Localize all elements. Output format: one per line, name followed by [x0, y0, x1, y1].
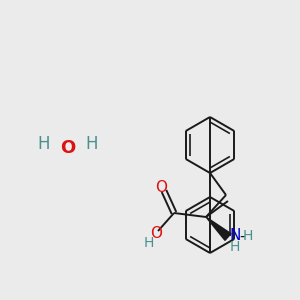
Text: O: O	[150, 226, 162, 241]
Text: O: O	[60, 139, 76, 157]
Text: H: H	[243, 229, 253, 243]
Text: H: H	[38, 135, 50, 153]
Text: O: O	[155, 179, 167, 194]
Text: H: H	[230, 240, 240, 254]
Text: H: H	[144, 236, 154, 250]
Polygon shape	[206, 217, 231, 240]
Text: H: H	[86, 135, 98, 153]
Text: N: N	[229, 229, 241, 244]
Text: -: -	[239, 229, 245, 244]
